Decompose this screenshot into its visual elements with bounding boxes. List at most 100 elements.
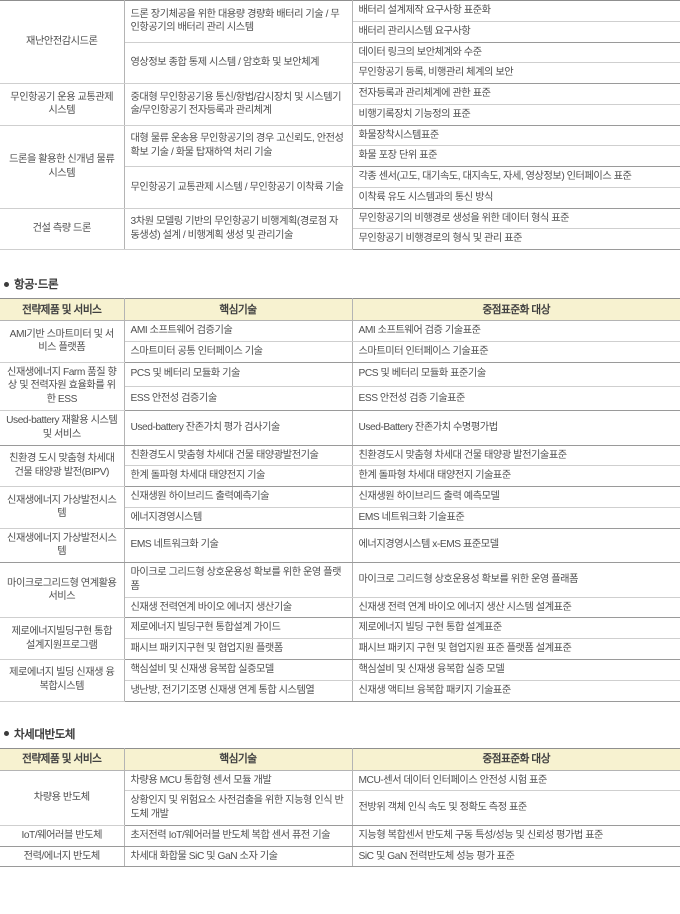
col-header-standard: 중점표준화 대상 (352, 298, 680, 322)
cell-standard: EMS 네트워크화 기술표준 (352, 507, 680, 529)
cell-standard: 무인항공기 비행경로의 형식 및 관리 표준 (352, 228, 680, 251)
section-spacer (0, 250, 680, 276)
table-row: 무인항공기 교통관제 시스템 / 무인항공기 이착륙 기술 각종 센서(고도, 대… (0, 166, 680, 209)
cell-product: AMI기반 스마트미터 및 서비스 플랫폼 (0, 320, 125, 363)
cell-core-tech: 한계 돌파형 차세대 태양전지 기술 (124, 465, 353, 488)
cell-core-tech: AMI 소프트웨어 검증기술 (124, 320, 353, 342)
table-row: 제로에너지빌딩구현 통합 설계지원프로그램 제로에너지 빌딩구현 통합설계 가이드… (0, 617, 680, 660)
table-row: 차량용 반도체 차량용 MCU 통합형 센서 모듈 개발 MCU-센서 데이터 인터… (0, 770, 680, 826)
cell-standard: 전방위 객체 인식 속도 및 정확도 측정 표준 (352, 790, 680, 826)
cell-product: 전력/에너지 반도체 (0, 846, 125, 868)
cell-product: 드론을 활용한 신개념 물류시스템 (0, 125, 125, 209)
table-row: 영상정보 종합 통제 시스템 / 암호화 및 보안체계 데이터 링크의 보안체계와… (0, 42, 680, 85)
table-row: 화물 포장 단위 표준 (0, 145, 680, 168)
cell-core-tech: 상황인지 및 위험요소 사전검출을 위한 지능형 인식 반도체 개발 (124, 790, 353, 826)
cell-core-tech: 대형 물류 운송용 무인항공기의 경우 고신뢰도, 안전성 확보 기술 / 화물… (124, 125, 353, 168)
cell-core-tech: 신재생원 하이브리드 출력예측기술 (124, 486, 353, 508)
cell-core-tech: 냉난방, 전기기조명 신재생 연계 통합 시스템열 (124, 680, 353, 702)
cell-standard: 친환경도시 맞춤형 차세대 건물 태양광 발전기술표준 (352, 445, 680, 467)
bullet-icon (4, 281, 9, 287)
table-row: 이착륙 유도 시스템과의 통신 방식 (0, 187, 680, 209)
cell-standard: 화물 포장 단위 표준 (352, 145, 680, 168)
cell-core-tech: 핵심설비 및 신재생 융복합 실증모델 (124, 659, 353, 681)
table-row: 무인항공기 비행경로의 형식 및 관리 표준 (0, 228, 680, 251)
cell-product: 제로에너지빌딩구현 통합 설계지원프로그램 (0, 617, 125, 660)
cell-product: 신재생에너지 가상발전시스템 (0, 486, 125, 529)
cell-product: 마이크로그리드형 연계활용 서비스 (0, 562, 125, 619)
cell-standard: 각종 센서(고도, 대기속도, 대지속도, 자세, 영상정보) 인터페이스 표준 (352, 166, 680, 188)
table-row: 냉난방, 전기기조명 신재생 연계 통합 시스템열 신재생 액티브 융복합 패키지… (0, 680, 680, 702)
cell-standard: 배터리 관리시스템 요구사항 (352, 21, 680, 43)
cell-core-tech: ESS 안전성 검증기술 (124, 386, 353, 412)
cell-standard: 이착륙 유도 시스템과의 통신 방식 (352, 187, 680, 209)
cell-standard: 전자등록과 관리체계에 관한 표준 (352, 83, 680, 105)
table-row: 건설 측량 드론 3차원 모델링 기반의 무인항공기 비행계획(경로점 자동생성)… (0, 208, 680, 251)
cell-standard: 무인항공기의 비행경로 생성을 위한 데이터 형식 표준 (352, 208, 680, 230)
table-row: 신재생에너지 Farm 품질 향상 및 전력자원 효율화를 위한 ESS PCS … (0, 362, 680, 412)
tables-container: 재난안전감시드론 드론 장기체공을 위한 대용량 경량화 배터리 기술 / 무인항… (0, 0, 680, 868)
cell-product: 친환경 도시 맞춤형 차세대 건물 태양광 발전(BIPV) (0, 445, 125, 488)
table-row: 에너지경영시스템 EMS 네트워크화 기술표준 (0, 507, 680, 529)
cell-core-tech: 무인항공기 교통관제 시스템 / 무인항공기 이착륙 기술 (124, 166, 353, 209)
cell-product: 신재생에너지 Farm 품질 향상 및 전력자원 효율화를 위한 ESS (0, 362, 125, 412)
cell-standard: SiC 및 GaN 전력반도체 성능 평가 표준 (352, 846, 680, 868)
table-header-row: 전략제품 및 서비스 핵심기술 중점표준화 대상 (0, 298, 680, 322)
cell-core-tech: 차세대 화합물 SiC 및 GaN 소자 기술 (124, 846, 353, 868)
table-row: ESS 안전성 검증기술 ESS 안전성 검증 기술표준 (0, 386, 680, 412)
cell-core-tech: 중대형 무인항공기용 통신/항법/감시장치 및 시스템기술/무인항공기 전자등록… (124, 83, 353, 126)
table-row: 재난안전감시드론 드론 장기체공을 위한 대용량 경량화 배터리 기술 / 무인항… (0, 0, 680, 85)
cell-standard: ESS 안전성 검증 기술표준 (352, 386, 680, 412)
cell-standard: AMI 소프트웨어 검증 기술표준 (352, 320, 680, 342)
col-header-standard: 중점표준화 대상 (352, 748, 680, 771)
cell-standard: 패시브 패키지 구현 및 협업지원 표준 플랫폼 설계표준 (352, 638, 680, 660)
cell-standard: 데이터 링크의 보안체계와 수준 (352, 42, 680, 64)
table-row: 한계 돌파형 차세대 태양전지 기술 한계 돌파형 차세대 태양전지 기술표준 (0, 465, 680, 488)
table-row: 친환경 도시 맞춤형 차세대 건물 태양광 발전(BIPV) 친환경도시 맞춤형 … (0, 445, 680, 488)
cell-standard: 신재생 액티브 융복합 패키지 기술표준 (352, 680, 680, 702)
cell-standard: 배터리 설계제작 요구사항 표준화 (352, 0, 680, 22)
cell-standard: 마이크로 그리드형 상호운용성 확보를 위한 운영 플래폼 (352, 562, 680, 598)
cell-standard: 신재생 전력 연계 바이오 에너지 생산 시스템 설계표준 (352, 597, 680, 619)
cell-standard: 무인항공기 등록, 비행관리 체계의 보안 (352, 62, 680, 85)
cell-product: 차량용 반도체 (0, 770, 125, 826)
cell-standard: 한계 돌파형 차세대 태양전지 기술표준 (352, 465, 680, 488)
table-row: 비행기록장치 기능정의 표준 (0, 104, 680, 126)
cell-standard: 제로에너지 빌딩 구현 통합 설계표준 (352, 617, 680, 640)
table-row: 마이크로그리드형 연계활용 서비스 마이크로 그리드형 상호운용성 확보를 위한 … (0, 562, 680, 619)
section-title-aviation-drone: 항공·드론 (0, 276, 680, 292)
col-header-product: 전략제품 및 서비스 (0, 298, 125, 322)
table-row: Used-battery 재활용 시스템 및 서비스 Used-battery 잔… (0, 410, 680, 446)
col-header-core-tech: 핵심기술 (124, 298, 353, 322)
cell-product: 제로에너지 빌딩 신재생 융복합시스템 (0, 659, 125, 702)
table-row: 전력/에너지 반도체 차세대 화합물 SiC 및 GaN 소자 기술 SiC 및 G… (0, 846, 680, 868)
table-row: 드론을 활용한 신개념 물류시스템 대형 물류 운송용 무인항공기의 경우 고신뢰… (0, 125, 680, 209)
cell-standard: 신재생원 하이브리드 출력 예측모델 (352, 486, 680, 508)
cell-core-tech: 드론 장기체공을 위한 대용량 경량화 배터리 기술 / 무인항공기의 배터리 … (124, 0, 353, 43)
table-row: 패시브 패키지구현 및 협업지원 플랫폼 패시브 패키지 구현 및 협업지원 표준… (0, 638, 680, 660)
cell-standard: PCS 및 베터리 모듈화 표준기술 (352, 362, 680, 387)
cell-core-tech: 에너지경영시스템 (124, 507, 353, 529)
cell-product: 신재생에너지 가상발전시스템 (0, 528, 125, 564)
cell-core-tech: 3차원 모델링 기반의 무인항공기 비행계획(경로점 자동생성) 설계 / 비행… (124, 208, 353, 251)
cell-product: IoT/웨어러블 반도체 (0, 825, 125, 847)
cell-standard: 스마트미터 인터페이스 기술표준 (352, 341, 680, 363)
cell-core-tech: 스마트미터 공통 인터페이스 기술 (124, 341, 353, 363)
cell-core-tech: 친환경도시 맞춤형 차세대 건물 태양광발전기술 (124, 445, 353, 467)
section-spacer (0, 702, 680, 726)
cell-product: 무인항공기 운용 교통관제 시스템 (0, 83, 125, 126)
section-title-label: 항공·드론 (14, 279, 59, 292)
cell-core-tech: EMS 네트워크화 기술 (124, 528, 353, 564)
cell-core-tech: Used-battery 잔존가치 평가 검사기술 (124, 410, 353, 446)
col-header-product: 전략제품 및 서비스 (0, 748, 125, 771)
table-row: 신재생에너지 가상발전시스템 신재생원 하이브리드 출력예측기술 신재생원 하이브리… (0, 486, 680, 529)
cell-core-tech: 영상정보 종합 통제 시스템 / 암호화 및 보안체계 (124, 42, 353, 85)
standards-table-next-gen-semiconductor: 전략제품 및 서비스 핵심기술 중점표준화 대상 차량용 반도체 차량용 MCU 통합형… (0, 747, 680, 868)
table-row: 무인항공기 운용 교통관제 시스템 중대형 무인항공기용 통신/항법/감시장치 및… (0, 83, 680, 126)
section-title-label: 차세대반도체 (14, 728, 76, 741)
table-row: 제로에너지 빌딩 신재생 융복합시스템 핵심설비 및 신재생 융복합 실증모델 핵심… (0, 659, 680, 702)
cell-core-tech: 신재생 전력연계 바이오 에너지 생산기술 (124, 597, 353, 619)
table-row: 배터리 관리시스템 요구사항 (0, 21, 680, 43)
section-title-next-gen-semiconductor: 차세대반도체 (0, 726, 680, 742)
col-header-core-tech: 핵심기술 (124, 748, 353, 771)
